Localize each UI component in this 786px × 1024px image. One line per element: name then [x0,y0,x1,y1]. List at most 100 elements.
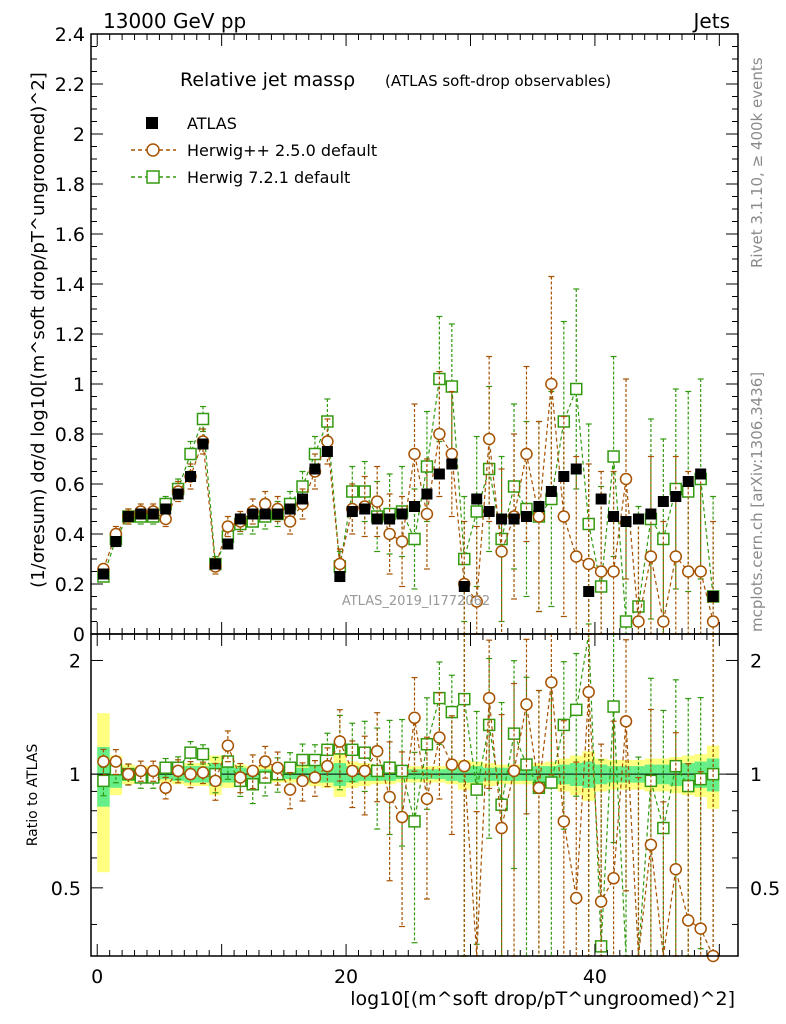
herwigpp-ratio-point [308,771,322,784]
atlas-point [682,476,694,487]
y-tick-label: 0.8 [55,424,85,446]
atlas-point [284,503,296,515]
atlas-point [583,586,595,597]
herwigpp-ratio-point [358,764,371,778]
rivet-label: Rivet 3.1.10, ≥ 400k events [748,57,766,268]
atlas-point [421,488,433,500]
ratio-tick-label: 2 [69,650,81,672]
herwigpp-point [495,545,508,558]
atlas-point [110,536,122,547]
header-category: Jets [692,9,730,33]
atlas-point [707,591,719,602]
atlas-point [471,493,483,505]
herwigpp-point [470,595,483,608]
y-tick-label: 2 [73,124,85,146]
herwigpp-ratio-point [134,764,148,778]
atlas-point [695,468,707,480]
atlas-point [122,511,134,522]
y-tick-label: 2.2 [55,74,85,96]
atlas-point [433,468,445,480]
atlas-point [409,501,420,512]
atlas-point [234,513,246,525]
herwigpp-point [607,565,620,578]
atlas-point [172,488,184,500]
herwigpp-point [445,447,459,461]
herwigpp-point [221,520,235,533]
atlas-point [570,463,582,475]
herwig7-point [196,412,210,426]
y-tick-label: 1 [73,374,85,396]
y-tick-label: 1.4 [55,274,85,296]
legend-atlas-marker [146,117,158,129]
ratio-tick-label-right: 0.5 [750,878,780,900]
legend-atlas-label: ATLAS [187,114,237,133]
herwigpp-point [657,615,670,628]
chart-title-main: Relative jet massρ [180,69,355,91]
herwigpp-ratio-point [370,744,384,758]
herwigpp-point [545,377,558,391]
x-tick-label: 20 [334,966,358,988]
herwigpp-ratio-point [271,761,284,774]
herwigpp-ratio-point [482,691,496,705]
atlas-point [135,508,147,520]
herwigpp-ratio-point [433,731,446,744]
herwigpp-ratio-point [495,821,508,835]
atlas-point [359,503,371,515]
herwigpp-line [102,383,714,622]
herwig7-point [470,505,483,518]
herwigpp-ratio-point [97,755,110,768]
herwigpp-point [570,550,583,563]
atlas-point [533,501,545,512]
herwigpp-ratio-point [184,767,197,781]
atlas-point [222,538,234,550]
atlas-point [197,438,209,450]
herwig7-point [619,615,633,628]
atlas-point [160,503,172,515]
herwig7-ratio-point [196,747,210,761]
herwigpp-point [594,565,608,578]
herwig7-ratio-point [570,703,583,717]
herwigpp-point [321,435,334,448]
herwigpp-ratio-point [296,774,309,788]
atlas-point [508,513,520,525]
herwig7-ratio-point [346,743,359,757]
herwigpp-point [669,550,683,563]
herwigpp-ratio-point [234,771,247,784]
atlas-point [185,471,197,482]
atlas-point [309,463,321,475]
herwig7-point [570,382,583,396]
herwigpp-point [159,512,172,526]
herwigpp-ratio-point [159,781,172,795]
herwigpp-point [420,507,434,521]
atlas-point [657,496,669,507]
herwigpp-point [482,432,496,446]
herwigpp-ratio-point [507,764,521,778]
y-tick-label: 0 [73,624,85,646]
herwigpp-ratio-point [545,676,558,689]
herwigpp-ratio-point [458,759,471,773]
herwig7-point [184,447,197,461]
herwigpp-point [383,527,396,541]
axis-ticks: 0 0.2 0.4 0.6 0.8 1 1.2 1.4 1.6 1.8 2 2.2 2.4 0 20 40 0.… [51,24,780,988]
herwig7-point [408,532,421,546]
atlas-point [297,493,309,505]
herwig7-ratio-point [557,718,571,732]
atlas-point [608,511,620,522]
herwig7-point [607,450,620,463]
atlas-point [595,493,607,505]
herwigpp-point [333,557,347,571]
herwigpp-ratio-point [644,838,658,852]
y-tick-label: 0.2 [55,574,85,596]
herwigpp-point [619,472,633,486]
y-axis-label: (1/σresum) dσ/d log10[(m^soft drop/pT^un… [28,72,49,588]
atlas-point [396,508,408,520]
herwig7-ratio-point [545,776,558,789]
legend-herwig7-label: Herwig 7.2.1 default [187,168,350,187]
herwig7-ratio-line [103,633,714,957]
atlas-point [259,508,271,520]
mcplots-label: mcplots.cern.ch [arXiv:1306.3436] [748,371,766,632]
herwigpp-ratio-point [619,715,633,728]
atlas-point [371,513,383,525]
atlas-point [272,508,284,520]
